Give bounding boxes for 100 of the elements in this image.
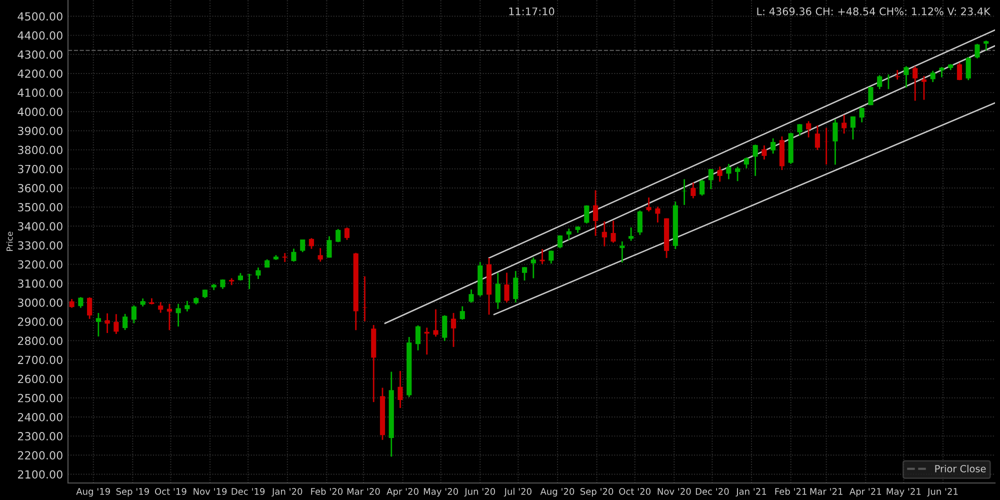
candlestick — [513, 270, 518, 304]
legend-label: Prior Close — [935, 464, 986, 472]
y-tick-label: 4200.00 — [18, 69, 62, 78]
x-tick-label: Mar '20 — [347, 488, 380, 495]
candlestick — [974, 43, 980, 60]
candlestick — [78, 296, 84, 309]
candlestick — [184, 300, 190, 312]
candlestick — [362, 276, 368, 322]
candlestick — [336, 228, 341, 243]
x-tick-label: Sep '20 — [580, 488, 614, 497]
candlestick — [318, 247, 323, 262]
candlestick — [637, 210, 642, 236]
candlestick — [939, 66, 944, 78]
y-tick-label: 3700.00 — [18, 164, 62, 174]
candlestick — [291, 248, 296, 262]
x-tick-label: Oct '20 — [619, 488, 650, 495]
y-tick-label: 2100.00 — [18, 470, 62, 479]
y-tick-label: 2800.00 — [18, 336, 62, 346]
x-tick-label: Feb '20 — [311, 488, 343, 495]
candlestick — [522, 266, 528, 282]
x-tick-label: Feb '21 — [775, 488, 806, 495]
candlestick — [912, 66, 918, 102]
candlestick — [797, 123, 802, 136]
y-tick-label: 3400.00 — [18, 222, 62, 231]
y-tick-label: 4500.00 — [18, 12, 62, 21]
candlestick — [495, 272, 500, 310]
candlestick — [415, 324, 421, 352]
x-tick-label: Apr '21 — [849, 488, 882, 497]
candlestick — [566, 228, 572, 241]
x-tick-label: Oct '19 — [155, 488, 186, 495]
candlestick — [842, 114, 847, 134]
candlestick — [744, 156, 749, 170]
candlestick — [433, 308, 438, 338]
candlestick — [602, 220, 607, 248]
candlestick — [859, 107, 864, 124]
candlestick — [122, 313, 128, 331]
y-tick-label: 3600.00 — [18, 184, 62, 192]
candlestick — [584, 204, 590, 224]
candlestick — [726, 163, 732, 180]
annotation: 11:17:10 — [509, 7, 554, 16]
x-tick-label: Apr '20 — [386, 488, 418, 497]
y-axis-title: Price — [6, 232, 13, 251]
y-tick-label: 3200.00 — [18, 260, 62, 269]
candlestick — [308, 237, 314, 250]
y-tick-label: 4000.00 — [18, 108, 62, 116]
candlestick — [610, 220, 616, 244]
candlestick — [442, 314, 448, 342]
y-tick-label: 3800.00 — [18, 146, 62, 154]
x-tick-label: Aug '19 — [76, 488, 110, 497]
candlestick — [460, 306, 465, 320]
x-tick-label: May '21 — [886, 488, 921, 497]
candlestick — [504, 272, 510, 304]
candlestick — [877, 74, 882, 90]
candlestick — [628, 226, 634, 242]
candlestick — [752, 144, 758, 177]
y-tick-label: 2700.00 — [18, 356, 62, 364]
x-tick-label: Aug '20 — [540, 488, 574, 497]
y-tick-label: 3300.00 — [18, 241, 62, 250]
x-tick-label: Dec '20 — [696, 488, 729, 495]
candlestick — [814, 124, 820, 151]
y-tick-label: 3100.00 — [18, 279, 62, 288]
x-tick-label: Nov '20 — [658, 488, 691, 495]
x-tick-label: Jan '20 — [272, 488, 302, 497]
x-tick-label: Dec '19 — [232, 488, 265, 495]
candlestick — [620, 240, 625, 264]
candlestick — [735, 166, 740, 182]
x-tick-label: May '20 — [424, 488, 458, 497]
candlestick — [904, 66, 909, 88]
y-tick-label: 2300.00 — [18, 432, 62, 440]
y-tick-label: 3500.00 — [18, 203, 62, 212]
candlestick — [114, 313, 119, 335]
candlestick — [450, 312, 456, 348]
candlestick — [593, 190, 598, 237]
x-tick-label: Jul '20 — [504, 488, 532, 497]
candlestick — [530, 256, 536, 279]
candlestick — [282, 252, 288, 263]
candlestick — [930, 70, 936, 83]
x-tick-label: Sep '19 — [116, 488, 149, 497]
x-tick-label: Jan '21 — [736, 488, 766, 497]
candlestick — [300, 238, 306, 253]
candlestick — [540, 248, 545, 265]
x-tick-label: Jun '21 — [927, 488, 958, 497]
y-tick-label: 4100.00 — [18, 88, 62, 97]
candlestick — [690, 182, 696, 199]
annotation: L: 4369.36 CH: +48.54 CH%: 1.12% V: 23.4K — [757, 7, 991, 16]
candlestick — [548, 250, 554, 264]
candlestick — [87, 296, 92, 320]
candlestick — [850, 116, 856, 140]
candlestick — [176, 303, 181, 328]
candlestick — [832, 118, 838, 166]
candlestick — [700, 178, 705, 196]
candlestick — [966, 56, 971, 81]
candlestick — [96, 312, 101, 338]
y-tick-label: 3000.00 — [18, 298, 62, 307]
candlestick — [717, 166, 722, 182]
candlestick — [708, 168, 714, 190]
x-tick-label: Jun '20 — [464, 488, 496, 497]
y-tick-label: 2500.00 — [18, 394, 62, 402]
candlestick — [398, 370, 403, 409]
candlestick — [256, 266, 261, 280]
